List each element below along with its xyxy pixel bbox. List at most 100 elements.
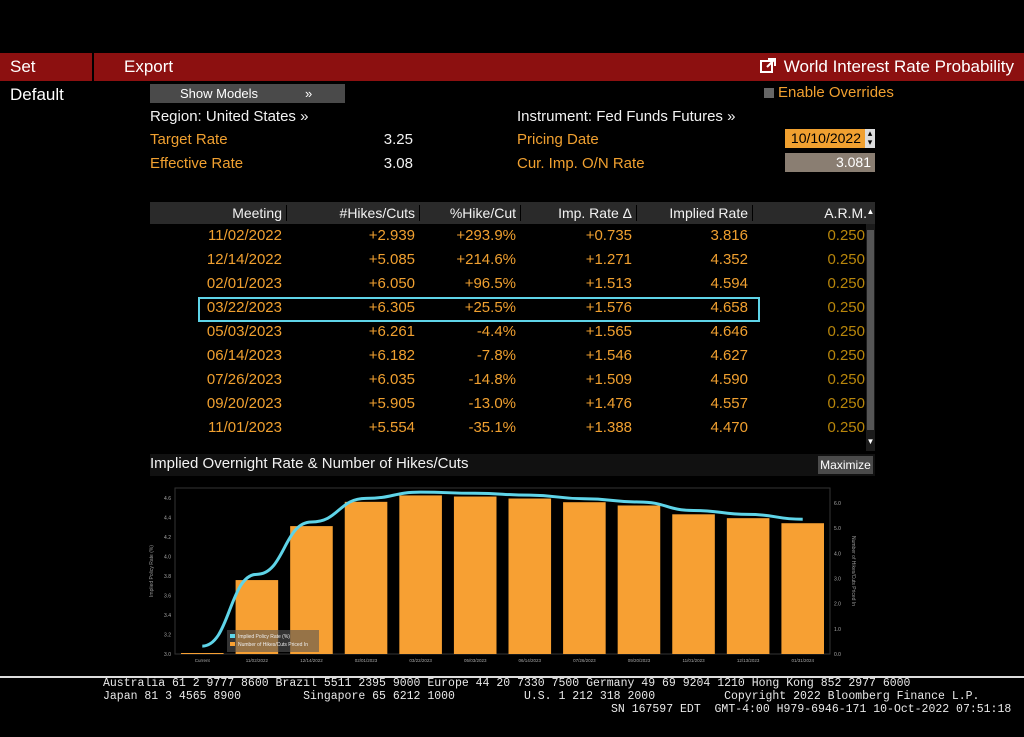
cell-hikes-cuts: +6.050 [368, 275, 415, 292]
window-title[interactable]: World Interest Rate Probability [759, 53, 1014, 81]
col-divider [636, 205, 637, 221]
cell-arm: 0.250 [827, 227, 865, 244]
y-tick-label: 3.4 [164, 613, 171, 619]
show-models-button[interactable]: Show Models » [150, 84, 345, 103]
rate-table: 11/02/2022 +2.939 +293.9% +0.735 3.816 0.250 1… [150, 224, 866, 451]
cell-hikes-cuts: +5.554 [368, 419, 415, 436]
x-tick-label: 07/26/2023 [573, 658, 596, 663]
bar-hikes-cuts [617, 505, 661, 654]
scroll-down-icon[interactable]: ▼ [866, 437, 875, 446]
plot-area [174, 487, 831, 655]
cell-implied-rate: 4.557 [710, 395, 748, 412]
cell-hikes-cuts: +6.182 [368, 347, 415, 364]
table-row[interactable]: 02/01/2023 +6.050 +96.5% +1.513 4.594 0.250 [150, 272, 866, 296]
col-divider [752, 205, 753, 221]
col-pct-hike-cut[interactable]: %Hike/Cut [449, 205, 516, 221]
scroll-up-icon[interactable]: ▲ [866, 207, 875, 216]
bar-hikes-cuts [781, 523, 824, 654]
line-implied-rate [202, 490, 803, 648]
instrument-selector[interactable]: Instrument: Fed Funds Futures » [517, 108, 736, 125]
cell-pct-hike-cut: -13.0% [468, 395, 516, 412]
target-rate-label: Target Rate [150, 131, 228, 148]
pricing-date-input[interactable]: 10/10/2022 [785, 129, 865, 148]
table-row[interactable]: 06/14/2023 +6.182 -7.8% +1.546 4.627 0.250 [150, 344, 866, 368]
show-models-label: Show Models [180, 86, 259, 101]
legend-label-rate: Implied Policy Rate (%) [238, 634, 290, 640]
cell-pct-hike-cut: +25.5% [464, 299, 516, 316]
cell-meeting: 11/02/2022 [208, 227, 282, 244]
cell-meeting: 02/01/2023 [206, 275, 282, 292]
col-divider [419, 205, 420, 221]
pricing-date-label: Pricing Date [517, 131, 599, 148]
on-rate-input[interactable]: 3.081 [785, 153, 875, 172]
y-axis-label: Implied Policy Rate (%) [149, 545, 155, 597]
chart-legend [227, 630, 319, 652]
date-spinner-icon[interactable]: ▴ ▾ [865, 129, 875, 148]
on-rate-label: Cur. Imp. O/N Rate [517, 155, 645, 172]
col-divider [286, 205, 287, 221]
cell-implied-rate: 4.627 [710, 347, 748, 364]
bar-hikes-cuts [181, 653, 224, 654]
x-tick-label: 06/14/2023 [519, 658, 542, 663]
enable-overrides-label[interactable]: Enable Overrides [778, 84, 894, 101]
table-row[interactable]: 07/26/2023 +6.035 -14.8% +1.509 4.590 0.250 [150, 368, 866, 392]
cell-meeting: 03/22/2023 [206, 299, 282, 316]
cell-pct-hike-cut: -7.8% [476, 347, 516, 364]
cell-hikes-cuts: +6.305 [368, 299, 415, 316]
y2-tick-label: 3.0 [834, 577, 841, 583]
y2-tick-label: 5.0 [834, 526, 841, 532]
col-hikes-cuts[interactable]: #Hikes/Cuts [339, 205, 415, 221]
cell-imp-rate-delta: +1.388 [585, 419, 632, 436]
footer-contacts-2: Japan 81 3 4565 8900 Singapore 65 6212 1… [103, 690, 980, 703]
table-row[interactable]: 03/22/2023 +6.305 +25.5% +1.576 4.658 0.250 [150, 296, 866, 320]
col-arm[interactable]: A.R.M. [824, 205, 867, 221]
cell-imp-rate-delta: +0.735 [585, 227, 632, 244]
legend-swatch-hikes [230, 642, 235, 646]
region-selector[interactable]: Region: United States » [150, 108, 309, 125]
cell-hikes-cuts: +6.035 [368, 371, 415, 388]
maximize-button[interactable]: Maximize [818, 456, 873, 474]
bar-hikes-cuts [399, 495, 442, 654]
cell-imp-rate-delta: +1.476 [585, 395, 632, 412]
table-row[interactable]: 11/02/2022 +2.939 +293.9% +0.735 3.816 0.250 [150, 224, 866, 248]
cell-meeting: 11/01/2023 [208, 419, 282, 436]
cell-implied-rate: 4.658 [710, 299, 748, 316]
cell-imp-rate-delta: +1.513 [585, 275, 632, 292]
cell-meeting: 09/20/2023 [206, 395, 282, 412]
col-meeting[interactable]: Meeting [232, 205, 282, 221]
target-rate-value: 3.25 [383, 131, 413, 148]
chevron-right-icon: » [305, 86, 313, 101]
col-implied-rate[interactable]: Implied Rate [669, 205, 748, 221]
x-tick-label: 01/31/2024 [791, 658, 814, 663]
cell-meeting: 06/14/2023 [206, 347, 282, 364]
chart-title: Implied Overnight Rate & Number of Hikes… [150, 455, 469, 472]
y-tick-label: 3.0 [164, 652, 171, 658]
table-row[interactable]: 12/14/2022 +5.085 +214.6% +1.271 4.352 0.250 [150, 248, 866, 272]
table-row[interactable]: 11/01/2023 +5.554 -35.1% +1.388 4.470 0.250 [150, 416, 866, 440]
legend-swatch-rate [230, 634, 235, 638]
col-divider [520, 205, 521, 221]
table-row[interactable]: 05/03/2023 +6.261 -4.4% +1.565 4.646 0.250 [150, 320, 866, 344]
footer-divider [0, 676, 1024, 678]
set-default-button[interactable]: Set Default [10, 57, 64, 104]
cell-hikes-cuts: +5.905 [368, 395, 415, 412]
bar-hikes-cuts [508, 498, 552, 654]
scrollbar-thumb[interactable] [867, 230, 874, 430]
bar-hikes-cuts [453, 496, 497, 654]
x-tick-label: 11/01/2023 [682, 658, 705, 663]
cell-implied-rate: 4.352 [710, 251, 748, 268]
y-tick-label: 4.4 [164, 515, 171, 521]
table-row[interactable]: 09/20/2023 +5.905 -13.0% +1.476 4.557 0.250 [150, 392, 866, 416]
cell-imp-rate-delta: +1.565 [585, 323, 632, 340]
x-tick-label: 12/14/2022 [300, 658, 323, 663]
cell-meeting: 12/14/2022 [206, 251, 282, 268]
cell-hikes-cuts: +6.261 [368, 323, 415, 340]
cell-implied-rate: 4.590 [710, 371, 748, 388]
cell-imp-rate-delta: +1.546 [585, 347, 632, 364]
col-imp-rate-delta[interactable]: Imp. Rate Δ [558, 205, 632, 221]
cell-arm: 0.250 [827, 275, 865, 292]
enable-overrides-checkbox[interactable] [764, 88, 774, 98]
cell-implied-rate: 4.646 [710, 323, 748, 340]
cell-pct-hike-cut: +96.5% [464, 275, 516, 292]
export-button[interactable]: Export [124, 57, 174, 76]
